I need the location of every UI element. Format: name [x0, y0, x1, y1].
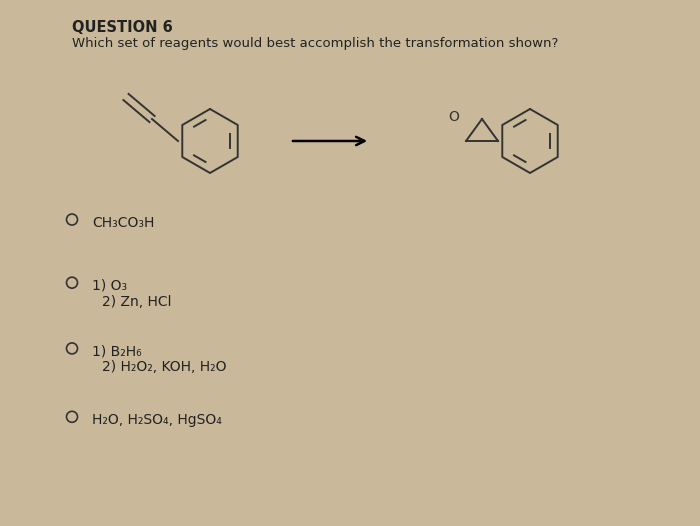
Text: 1) O₃: 1) O₃	[92, 279, 127, 292]
Text: 2) Zn, HCl: 2) Zn, HCl	[102, 295, 172, 309]
Text: 2) H₂O₂, KOH, H₂O: 2) H₂O₂, KOH, H₂O	[102, 360, 227, 375]
Text: CH₃CO₃H: CH₃CO₃H	[92, 216, 155, 229]
Text: H₂O, H₂SO₄, HgSO₄: H₂O, H₂SO₄, HgSO₄	[92, 413, 222, 427]
Text: O: O	[449, 110, 459, 124]
Text: 1) B₂H₆: 1) B₂H₆	[92, 345, 141, 358]
Text: QUESTION 6: QUESTION 6	[72, 20, 173, 35]
Text: Which set of reagents would best accomplish the transformation shown?: Which set of reagents would best accompl…	[72, 37, 559, 50]
